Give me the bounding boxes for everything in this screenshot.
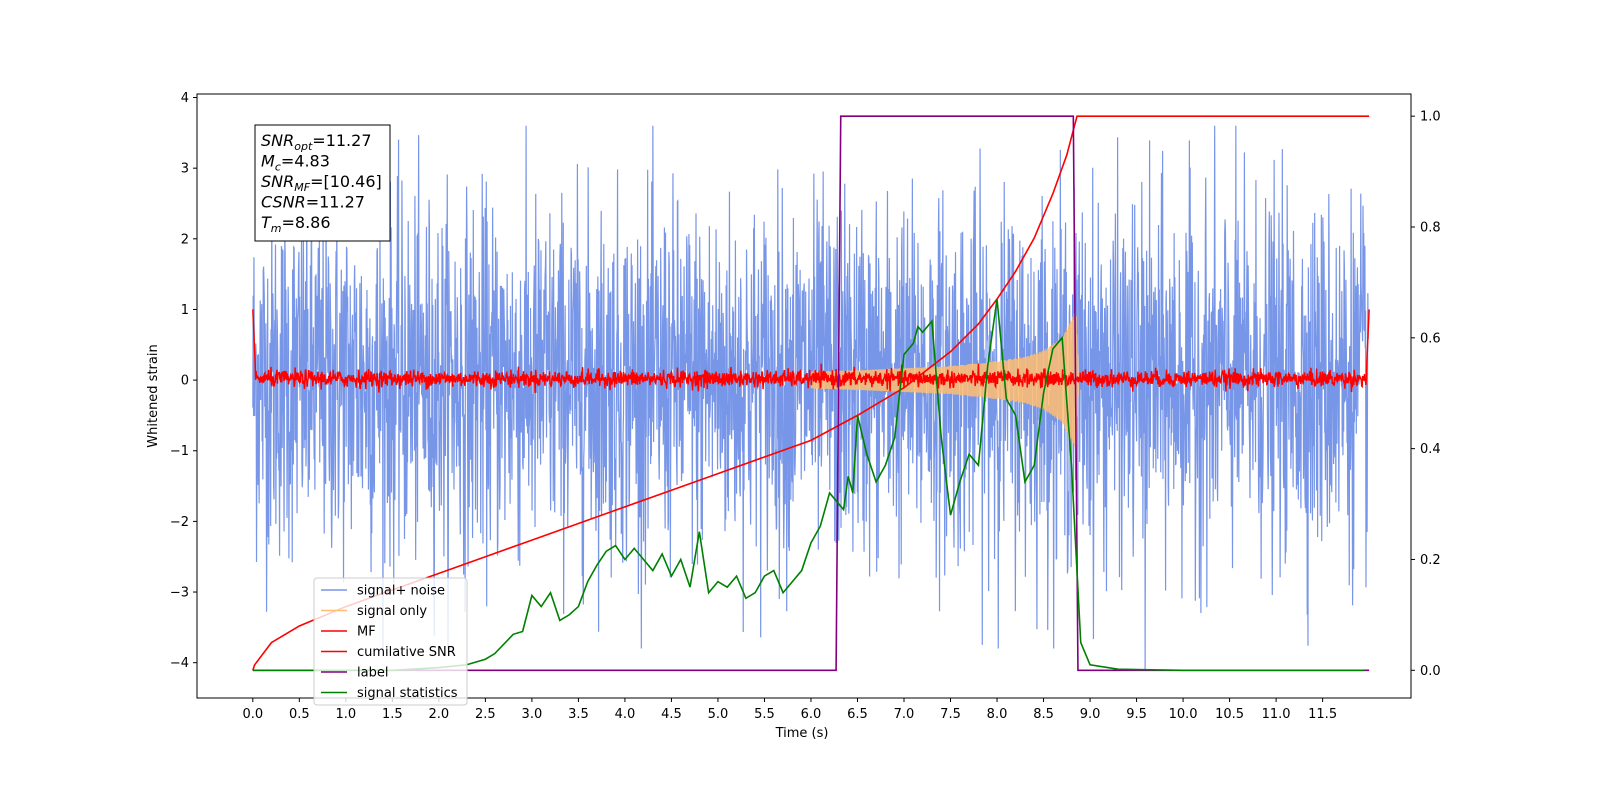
y-tick-label: −2 — [170, 515, 189, 530]
y-tick-label: 4 — [181, 91, 189, 106]
series-line-label — [252, 115, 1370, 672]
x-tick-label: 5.5 — [754, 707, 775, 722]
y2-tick-label: 0.6 — [1420, 331, 1441, 346]
x-tick-label: 6.5 — [847, 707, 868, 722]
y-tick-label: −4 — [170, 656, 189, 671]
x-tick-label: 10.5 — [1215, 707, 1244, 722]
y-axis-label: Whitened strain — [146, 344, 161, 447]
x-tick-label: 7.5 — [940, 707, 961, 722]
legend-label-cumilative-snr: cumilative SNR — [357, 645, 456, 660]
x-tick-label: 9.5 — [1126, 707, 1147, 722]
stats-line: Mc=4.83 — [261, 152, 330, 174]
y2-tick-label: 0.4 — [1420, 442, 1441, 457]
stats-box-frame — [254, 124, 391, 242]
legend-label-signal-noise: signal+ noise — [357, 584, 445, 599]
x-tick-label: 4.0 — [615, 707, 636, 722]
y-tick-label: 3 — [181, 162, 189, 177]
legend: signal+ noise signal only MF cumilative SNR… — [313, 577, 468, 706]
y-tick-label: 2 — [181, 232, 189, 247]
x-tick-label: 11.0 — [1262, 707, 1291, 722]
x-axis-label: Time (s) — [775, 726, 829, 741]
legend-label-label: label — [357, 666, 388, 681]
y2-tick-label: 0.0 — [1420, 664, 1441, 679]
x-tick-label: 8.0 — [987, 707, 1008, 722]
y-tick-label: 0 — [181, 374, 189, 389]
x-tick-label: 3.5 — [568, 707, 589, 722]
x-tick-label: 6.0 — [801, 707, 822, 722]
legend-label-signal-only: signal only — [357, 604, 427, 619]
x-tick-label: 9.0 — [1080, 707, 1101, 722]
stats-line: Tm=8.86 — [261, 213, 331, 235]
x-tick-label: 8.5 — [1033, 707, 1054, 722]
y2-tick-label: 1.0 — [1420, 110, 1441, 125]
series-line-signal-noise — [252, 125, 1369, 670]
x-tick-label: 7.0 — [894, 707, 915, 722]
y-tick-label: 1 — [181, 303, 189, 318]
x-tick-label: 0.0 — [242, 707, 263, 722]
x-tick-label: 0.5 — [289, 707, 310, 722]
x-tick-label: 5.0 — [708, 707, 729, 722]
stats-line: SNRMF=[10.46] — [261, 172, 382, 194]
y-tick-label: −3 — [170, 586, 189, 601]
stats-annotation-box: SNRopt=11.27Mc=4.83SNRMF=[10.46]CSNR=11.… — [254, 124, 391, 242]
series-line-signal-statistics — [252, 298, 1365, 672]
plot-frame — [196, 93, 1412, 699]
stats-line: CSNR=11.27 — [261, 193, 365, 212]
y2-tick-label: 0.2 — [1420, 553, 1441, 568]
y-tick-label: −1 — [170, 444, 189, 459]
x-tick-label: 2.5 — [475, 707, 496, 722]
stats-line: SNRopt=11.27 — [261, 131, 372, 153]
x-tick-label: 10.0 — [1169, 707, 1198, 722]
series-line-mf — [252, 309, 1370, 394]
x-tick-label: 4.5 — [661, 707, 682, 722]
x-tick-label: 11.5 — [1308, 707, 1337, 722]
legend-label-mf: MF — [357, 625, 376, 640]
x-tick-label: 2.0 — [429, 707, 450, 722]
y2-tick-label: 0.8 — [1420, 220, 1441, 235]
x-tick-label: 1.5 — [382, 707, 403, 722]
x-tick-label: 1.0 — [335, 707, 356, 722]
x-tick-label: 3.0 — [522, 707, 543, 722]
legend-label-signal-statistics: signal statistics — [357, 686, 458, 701]
legend-frame — [313, 577, 468, 706]
